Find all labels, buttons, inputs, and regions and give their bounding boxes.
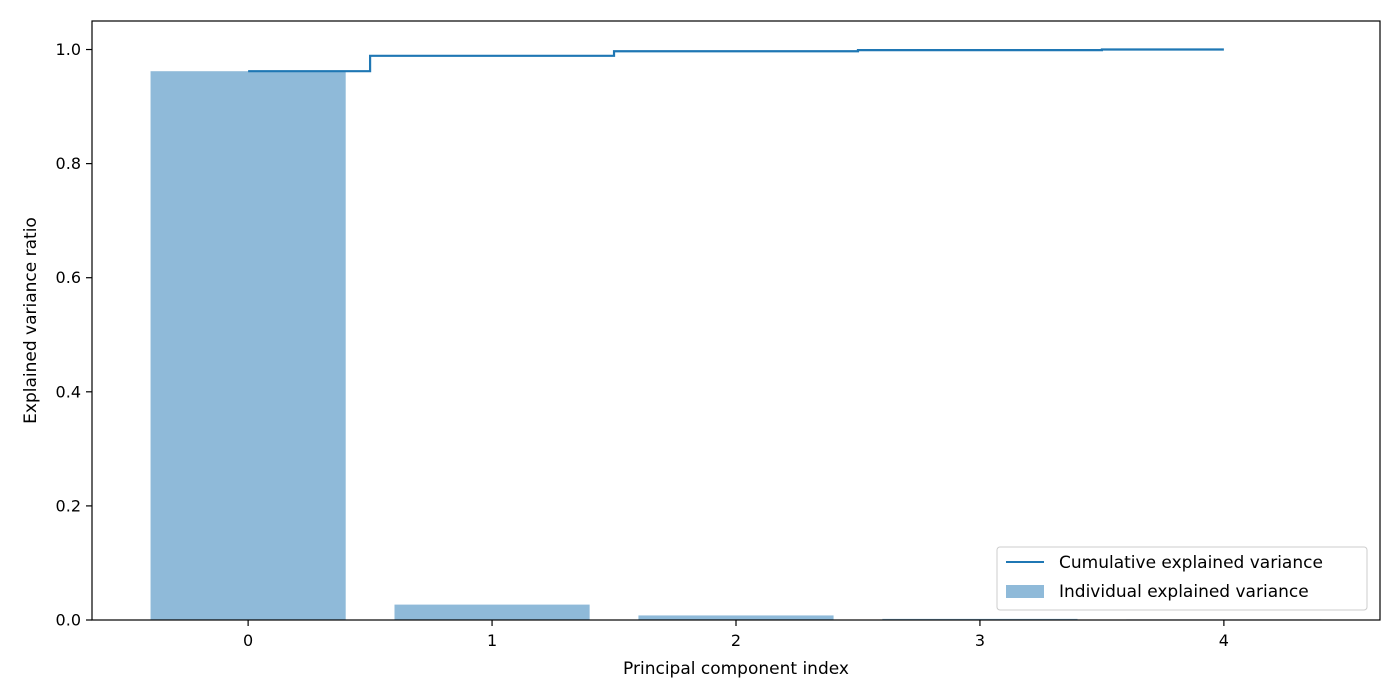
x-tick-label: 2	[731, 631, 741, 650]
bars-layer	[150, 71, 1322, 620]
x-tick-label: 0	[243, 631, 253, 650]
bar-pc-0	[150, 71, 346, 620]
y-tick-label: 1.0	[56, 40, 81, 59]
x-tick-label: 3	[975, 631, 985, 650]
x-tick-label: 4	[1219, 631, 1229, 650]
x-axis: 0 1 2 3 4	[243, 620, 1229, 650]
legend-bar-swatch	[1006, 585, 1044, 598]
y-tick-label: 0.0	[56, 611, 81, 630]
y-tick-label: 0.8	[56, 154, 81, 173]
y-axis-title: Explained variance ratio	[21, 217, 41, 424]
legend: Cumulative explained variance Individual…	[996, 546, 1368, 611]
bar-pc-2	[638, 615, 834, 620]
y-tick-label: 0.6	[56, 268, 81, 287]
legend-box	[996, 546, 1368, 611]
line-layer	[248, 48, 1224, 73]
x-tick-label: 1	[487, 631, 497, 650]
x-axis-title: Principal component index	[623, 659, 849, 679]
legend-label-individual: Individual explained variance	[1059, 582, 1309, 602]
y-tick-label: 0.4	[56, 382, 81, 401]
bar-pc-1	[394, 604, 590, 620]
y-axis: 0.0 0.2 0.4 0.6 0.8 1.0	[56, 40, 92, 630]
cumulative-variance-line	[248, 48, 1224, 73]
y-tick-label: 0.2	[56, 496, 81, 515]
legend-label-cumulative: Cumulative explained variance	[1059, 553, 1323, 573]
